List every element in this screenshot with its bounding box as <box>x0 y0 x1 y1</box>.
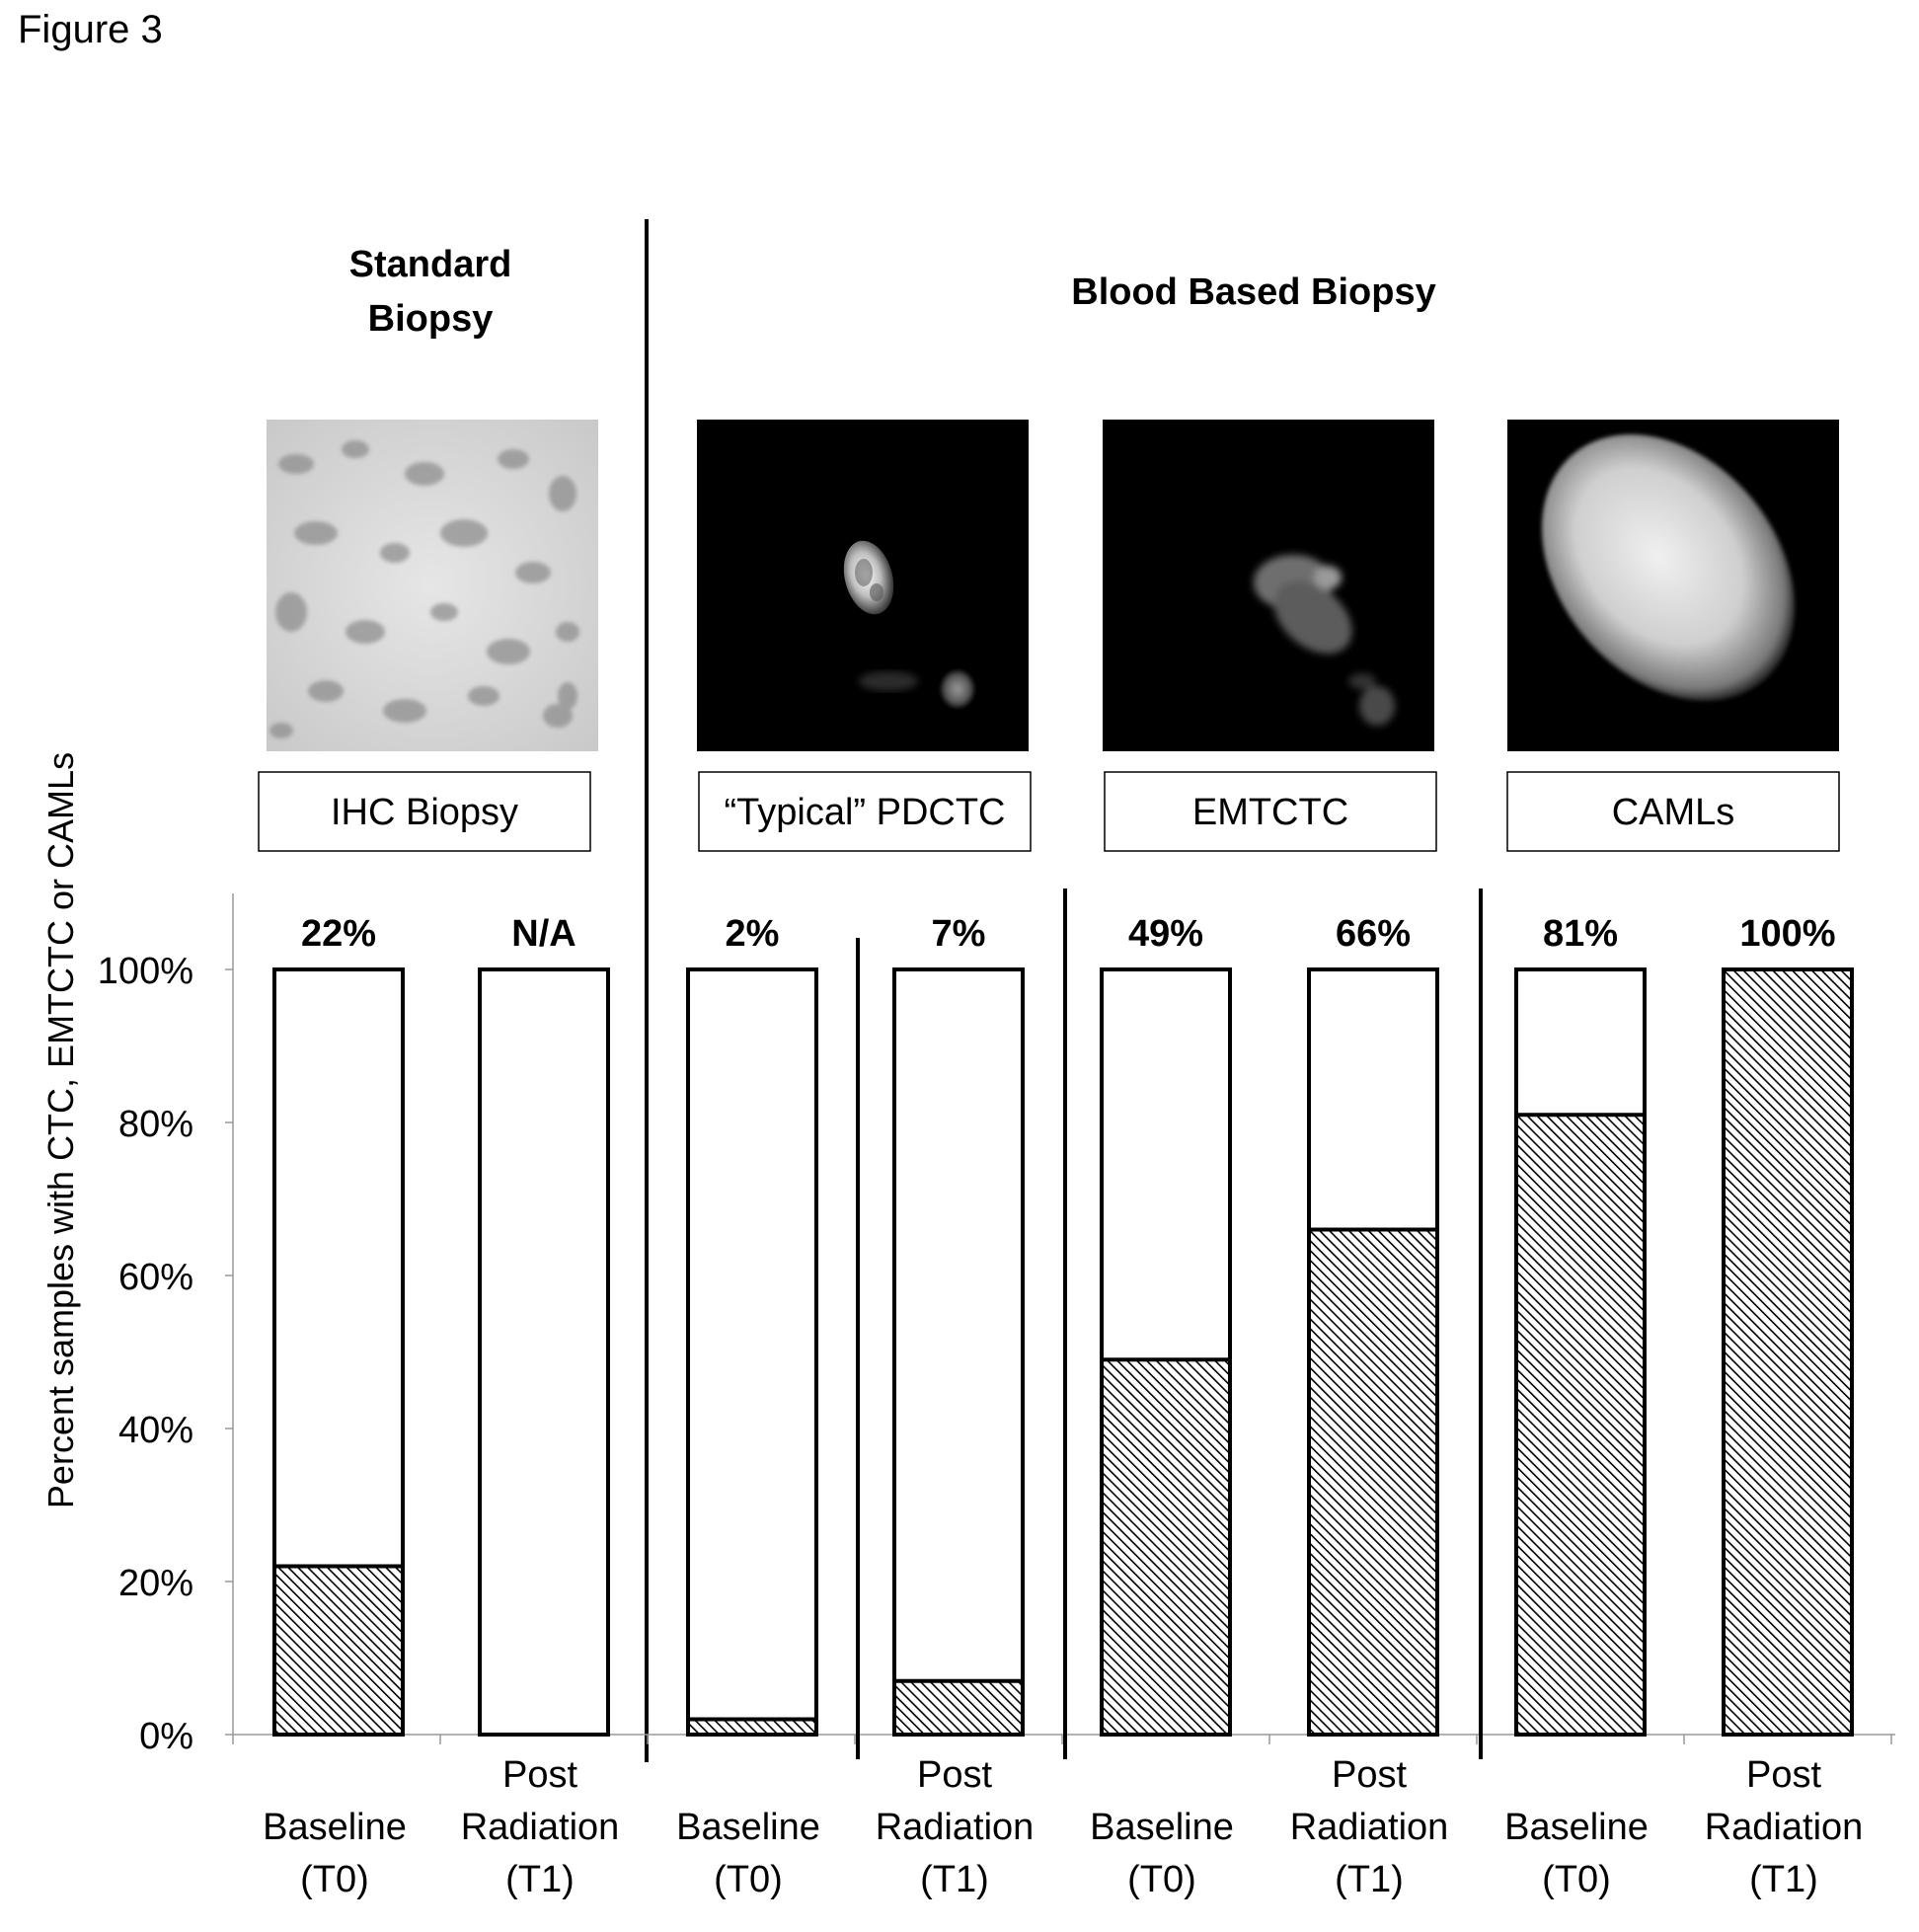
panel-pdctc: “Typical” PDCTC <box>697 420 1032 852</box>
x-category-line: Radiation <box>1290 1807 1449 1848</box>
figure-label: Figure 3 <box>18 8 163 51</box>
x-category-labels: Baseline (T0) Post Radiation (T1) Baseline (T0… <box>263 1754 1863 1900</box>
bar-6 <box>1307 967 1439 1737</box>
bar-total-outline <box>892 967 1025 1737</box>
x-category-label: Baseline (T0) <box>1090 1807 1234 1900</box>
x-category-line: (T1) <box>920 1859 989 1900</box>
bar-5 <box>1100 967 1232 1737</box>
x-category-label: Post Radiation (T1) <box>876 1754 1035 1900</box>
x-category-line: Radiation <box>876 1807 1035 1848</box>
x-category-line: Baseline <box>263 1807 407 1848</box>
emtctc-label: EMTCTC <box>1192 792 1348 833</box>
x-category-line: Radiation <box>1705 1807 1864 1848</box>
x-category-label: Post Radiation (T1) <box>1290 1754 1449 1900</box>
y-tick-label: 20% <box>118 1563 193 1604</box>
bar-1 <box>272 967 405 1737</box>
bar-2 <box>478 967 610 1737</box>
x-category-label: Post Radiation (T1) <box>461 1754 620 1900</box>
pdctc-label: “Typical” PDCTC <box>724 792 1005 833</box>
pdctc-cells <box>843 540 975 709</box>
bar-positive-segment <box>272 1564 405 1737</box>
caml-label-box: CAMLs <box>1506 771 1840 852</box>
panel-caml: CAMLs <box>1506 420 1840 852</box>
x-category-line: (T0) <box>1127 1859 1196 1900</box>
x-category-line: (T1) <box>505 1859 575 1900</box>
ihc-label-box: IHC Biopsy <box>258 771 591 852</box>
x-category-line: Post <box>1746 1754 1821 1796</box>
x-ticks <box>232 1735 1892 1744</box>
x-category-label: Baseline (T0) <box>1504 1807 1649 1900</box>
y-tick-label: 40% <box>118 1410 193 1451</box>
y-ticks: 0% 20% 40% 60% 80% 100% <box>98 951 233 1757</box>
x-category-line: (T1) <box>1335 1859 1404 1900</box>
panel-emtctc: EMTCTC <box>1103 420 1437 852</box>
x-category-line: Post <box>502 1754 577 1796</box>
bar-positive-segment <box>1307 1227 1439 1737</box>
y-tick-label: 60% <box>118 1257 193 1298</box>
value-label: 49% <box>1128 913 1203 955</box>
value-label: N/A <box>511 913 576 955</box>
caml-cell <box>1541 434 1796 701</box>
emtctc-label-box: EMTCTC <box>1104 771 1437 852</box>
x-category-line: Post <box>1332 1754 1407 1796</box>
section-title-standard-line1: Standard <box>349 244 512 285</box>
emtctc-cells <box>1254 555 1395 726</box>
bar-total-outline <box>686 967 818 1737</box>
caml-label: CAMLs <box>1612 792 1735 833</box>
value-label: 2% <box>726 913 780 955</box>
bar-7 <box>1514 967 1647 1737</box>
bar-positive-segment <box>1722 967 1854 1737</box>
x-category-line: Baseline <box>676 1807 820 1848</box>
y-tick-label: 80% <box>118 1104 193 1145</box>
bar-positive-segment <box>1100 1357 1232 1737</box>
group-dividers <box>856 889 1483 1759</box>
value-label: 22% <box>301 913 376 955</box>
bar-total-outline <box>478 967 610 1737</box>
section-title-standard: Standard Biopsy <box>349 244 512 340</box>
ihc-tissue-texture <box>269 440 579 738</box>
bar-positive-segment <box>686 1717 818 1737</box>
y-tick-label: 0% <box>139 1716 193 1757</box>
x-category-line: Baseline <box>1090 1807 1234 1848</box>
bar-3 <box>686 967 818 1737</box>
value-label: 81% <box>1543 913 1618 955</box>
value-labels: 22% N/A 2% 7% 49% 66% 81% 100% <box>301 913 1836 955</box>
bars <box>272 967 1854 1737</box>
x-category-line: Post <box>917 1754 992 1796</box>
value-label: 66% <box>1336 913 1411 955</box>
value-label: 7% <box>932 913 986 955</box>
y-tick-label: 100% <box>98 951 193 992</box>
x-category-label: Baseline (T0) <box>676 1807 820 1900</box>
x-category-line: Radiation <box>461 1807 620 1848</box>
x-category-label: Post Radiation (T1) <box>1705 1754 1864 1900</box>
value-label: 100% <box>1739 913 1835 955</box>
x-category-line: Baseline <box>1504 1807 1649 1848</box>
bar-positive-segment <box>892 1678 1025 1737</box>
panel-ihc: IHC Biopsy <box>258 420 598 852</box>
section-title-blood: Blood Based Biopsy <box>1071 271 1436 313</box>
section-title-standard-line2: Biopsy <box>368 298 494 340</box>
pdctc-label-box: “Typical” PDCTC <box>698 771 1032 852</box>
x-category-line: (T0) <box>300 1859 369 1900</box>
chart: Percent samples with CTC, EMTCTC or CAML… <box>40 752 1895 1900</box>
bar-8 <box>1722 967 1854 1737</box>
y-axis-label: Percent samples with CTC, EMTCTC or CAML… <box>40 752 81 1508</box>
x-category-line: (T0) <box>1542 1859 1611 1900</box>
ihc-label: IHC Biopsy <box>331 792 518 833</box>
bar-positive-segment <box>1514 1113 1647 1737</box>
x-category-label: Baseline (T0) <box>263 1807 407 1900</box>
x-category-line: (T0) <box>714 1859 783 1900</box>
x-category-line: (T1) <box>1749 1859 1818 1900</box>
bar-4 <box>892 967 1025 1737</box>
